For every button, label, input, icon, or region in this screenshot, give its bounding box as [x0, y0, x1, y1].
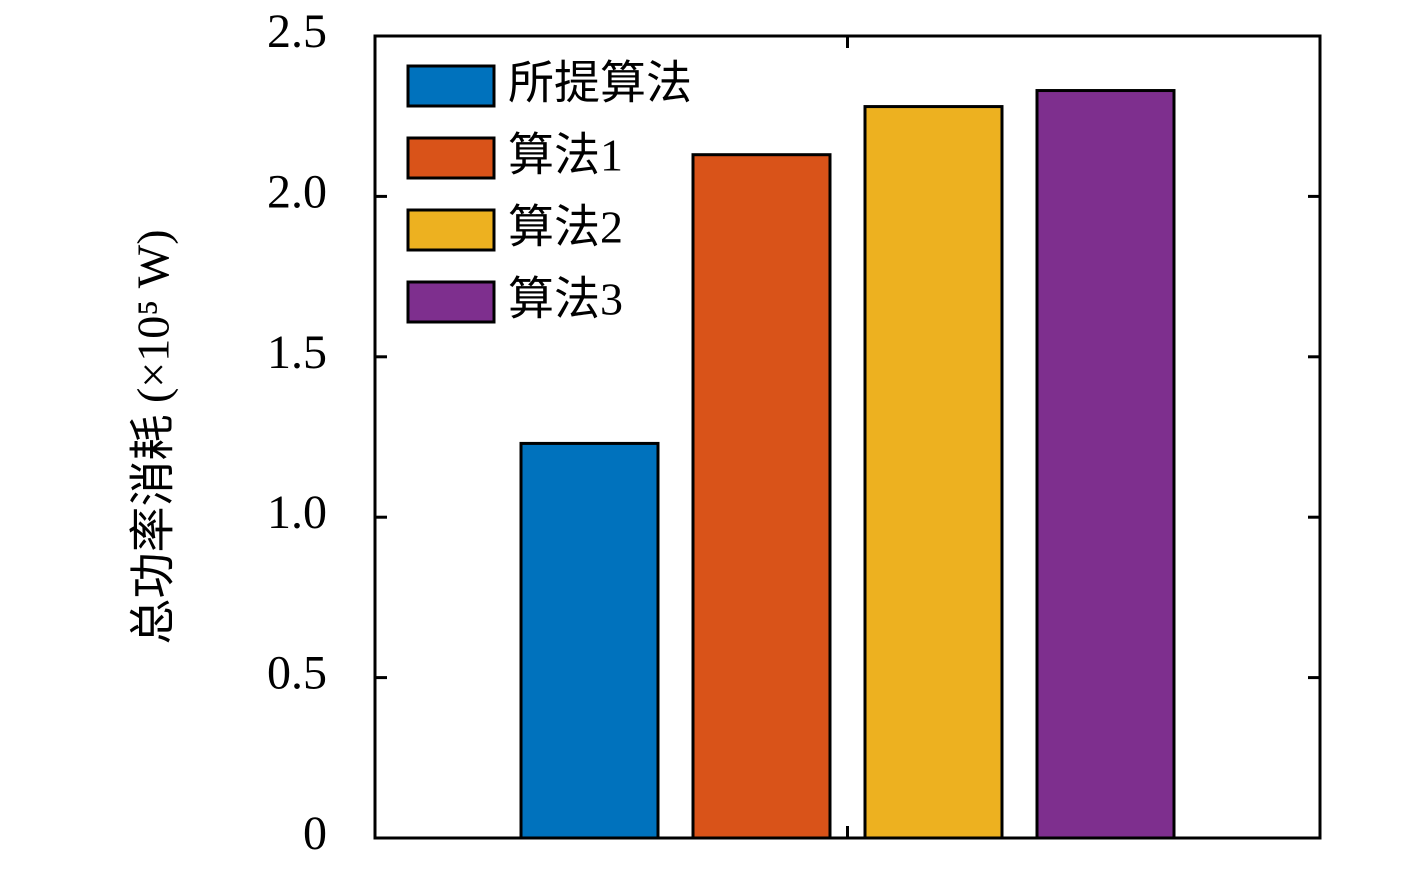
- legend-swatch: [406, 136, 496, 180]
- y-tick-label: 0.5: [267, 647, 327, 700]
- y-tick-label: 1.5: [267, 326, 327, 379]
- y-axis-label: 总功率消耗 (×10⁵ W): [128, 229, 179, 644]
- legend-label: 所提算法: [508, 58, 692, 109]
- legend-swatch: [406, 208, 496, 252]
- bar: [1035, 89, 1176, 840]
- bar: [691, 153, 832, 840]
- bar: [863, 105, 1004, 840]
- legend-label: 算法1: [508, 130, 623, 181]
- legend-label: 算法3: [508, 274, 623, 325]
- legend-label: 算法2: [508, 202, 623, 253]
- legend-swatch: [406, 64, 496, 108]
- plot-frame: [373, 34, 1322, 840]
- legend-swatch: [406, 280, 496, 324]
- y-tick-label: 2.0: [267, 165, 327, 218]
- y-tick-label: 0: [303, 807, 327, 860]
- bar: [519, 441, 660, 840]
- y-tick-label: 2.5: [267, 5, 327, 58]
- y-tick-label: 1.0: [267, 486, 327, 539]
